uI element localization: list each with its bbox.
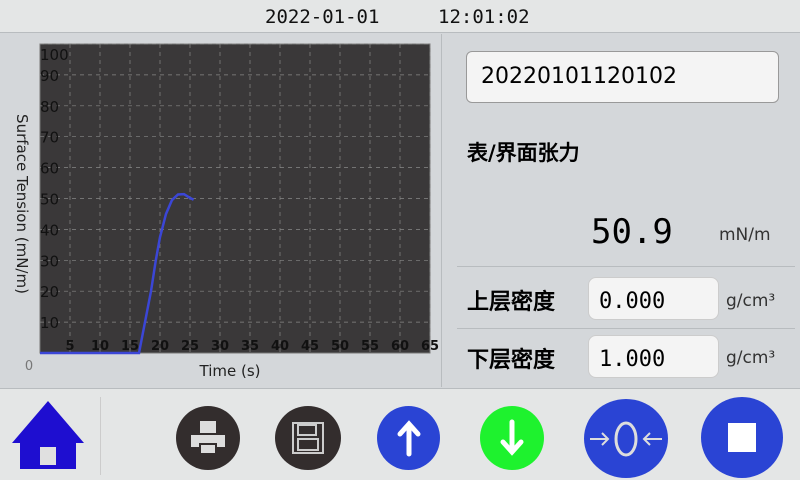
save-button[interactable] <box>275 406 341 470</box>
chart-panel: 5 10 15 20 25 30 35 40 45 50 55 60 65 10 20 30 40 50 60 70 8… <box>0 34 442 387</box>
surface-tension-chart: 5 10 15 20 25 30 35 40 45 50 55 60 65 10 20 30 40 50 60 70 8… <box>13 43 439 380</box>
x-tick-label: 65 <box>421 339 439 354</box>
x-tick-label: 25 <box>181 339 199 354</box>
y-tick-label: 60 <box>40 160 59 178</box>
y-tick-label: 80 <box>40 98 59 116</box>
upper-density-button[interactable] <box>377 406 440 470</box>
x-tick-label: 5 <box>65 339 74 354</box>
lower-density-button[interactable] <box>480 406 544 470</box>
y-tick-label: 90 <box>40 67 59 85</box>
toolbar <box>0 388 800 480</box>
y-tick-label: 10 <box>40 314 59 332</box>
x-tick-label: 60 <box>391 339 409 354</box>
x-tick-label: 50 <box>331 339 349 354</box>
divider <box>457 266 795 267</box>
y-tick-label: 40 <box>40 221 59 239</box>
tension-unit: mN/m <box>719 225 771 245</box>
sample-id-field[interactable]: 20220101120102 <box>466 51 779 103</box>
x-tick-label: 40 <box>271 339 289 354</box>
y-tick-label: 30 <box>40 252 59 270</box>
upper-density-label: 上层密度 <box>467 290 556 315</box>
stop-icon <box>728 423 756 452</box>
time-display: 12:01:02 <box>438 6 530 28</box>
tension-value: 50.9 <box>591 212 673 252</box>
y-axis-label: Surface Tension (mN/m) <box>13 114 31 294</box>
x-axis-label: Time (s) <box>199 362 261 380</box>
arrow-down-icon <box>500 419 524 456</box>
origin-label: 0 <box>25 359 33 374</box>
x-tick-label: 10 <box>91 339 109 354</box>
divider <box>100 397 101 475</box>
x-tick-label: 35 <box>241 339 259 354</box>
upper-density-unit: g/cm³ <box>726 291 776 311</box>
x-tick-label: 30 <box>211 339 229 354</box>
lower-density-input[interactable]: 1.000 <box>588 335 719 378</box>
x-tick-label: 15 <box>121 339 139 354</box>
result-panel: 20220101120102 表/界面张力 50.9 mN/m 上层密度 0.0… <box>443 34 800 387</box>
lower-density-label: 下层密度 <box>467 348 556 373</box>
divider <box>457 328 795 329</box>
y-tick-label: 100 <box>40 46 69 64</box>
zero-calibrate-button[interactable] <box>584 399 668 478</box>
save-icon <box>292 422 324 454</box>
upper-density-input[interactable]: 0.000 <box>588 277 719 320</box>
x-tick-label: 55 <box>361 339 379 354</box>
x-tick-label: 20 <box>151 339 169 354</box>
header-bar: 2022-01-01 12:01:02 <box>0 0 800 33</box>
x-tick-label: 45 <box>301 339 319 354</box>
arrow-up-icon <box>397 420 420 457</box>
series-line <box>40 192 195 355</box>
printer-icon <box>191 421 225 455</box>
y-tick-label: 50 <box>40 191 59 209</box>
y-tick-label: 20 <box>40 283 59 301</box>
zero-calibrate-icon <box>590 421 662 456</box>
date-display: 2022-01-01 <box>265 6 380 28</box>
y-tick-label: 70 <box>40 129 59 147</box>
print-button[interactable] <box>176 406 240 470</box>
measurement-title: 表/界面张力 <box>467 141 580 165</box>
lower-density-unit: g/cm³ <box>726 348 776 368</box>
stop-button[interactable] <box>701 397 783 478</box>
home-icon[interactable] <box>8 399 88 471</box>
